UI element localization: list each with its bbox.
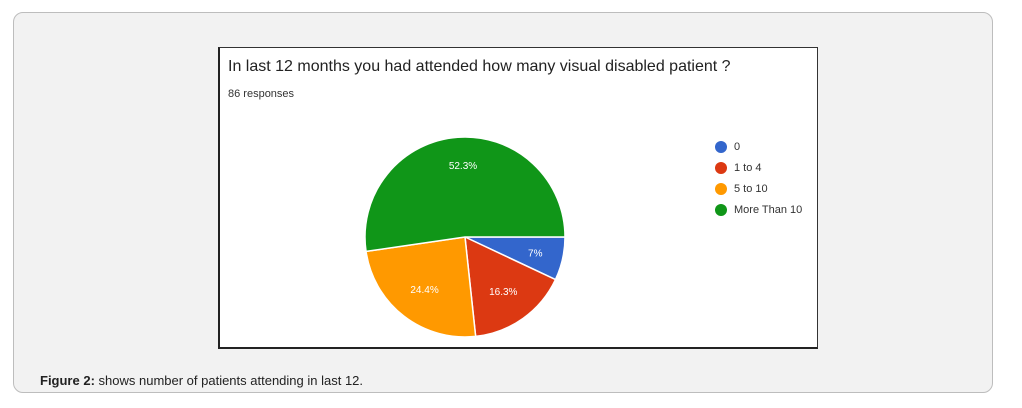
chart-title: In last 12 months you had attended how m… (228, 58, 731, 75)
legend-item-3: More Than 10 (715, 199, 802, 220)
figure-caption: Figure 2: shows number of patients atten… (40, 373, 363, 388)
legend-label-1: 1 to 4 (734, 161, 762, 174)
caption-label: Figure 2: (40, 373, 95, 388)
legend-label-2: 5 to 10 (734, 182, 768, 195)
legend-swatch-1 (715, 161, 727, 174)
legend-item-1: 1 to 4 (715, 157, 802, 178)
chart-frame: In last 12 months you had attended how m… (218, 47, 818, 349)
pie-slice-label-2: 24.4% (410, 285, 438, 296)
legend-swatch-2 (715, 182, 727, 195)
legend-label-3: More Than 10 (734, 203, 803, 216)
pie-slice-label-3: 52.3% (449, 161, 477, 172)
pie-slice-3 (364, 136, 566, 253)
legend-item-2: 5 to 10 (715, 178, 802, 199)
legend-swatch-3 (715, 203, 727, 216)
legend-swatch-0 (715, 140, 727, 153)
figure-box: In last 12 months you had attended how m… (13, 12, 993, 393)
pie-slice-label-1: 16.3% (489, 287, 517, 298)
pie-slice-1 (464, 235, 557, 338)
pie-chart: 7% 16.3% 24.4% 52.3% (364, 136, 566, 338)
caption-text: shows number of patients attending in la… (94, 373, 364, 388)
legend-item-0: 0 (715, 136, 802, 157)
chart-subtitle: 86 responses (228, 88, 295, 100)
pie-slice-2 (365, 236, 477, 338)
pie-slice-label-0: 7% (528, 249, 543, 260)
legend-label-0: 0 (734, 140, 741, 153)
chart-legend: 0 1 to 4 5 to 10 More Than 10 (715, 136, 802, 220)
